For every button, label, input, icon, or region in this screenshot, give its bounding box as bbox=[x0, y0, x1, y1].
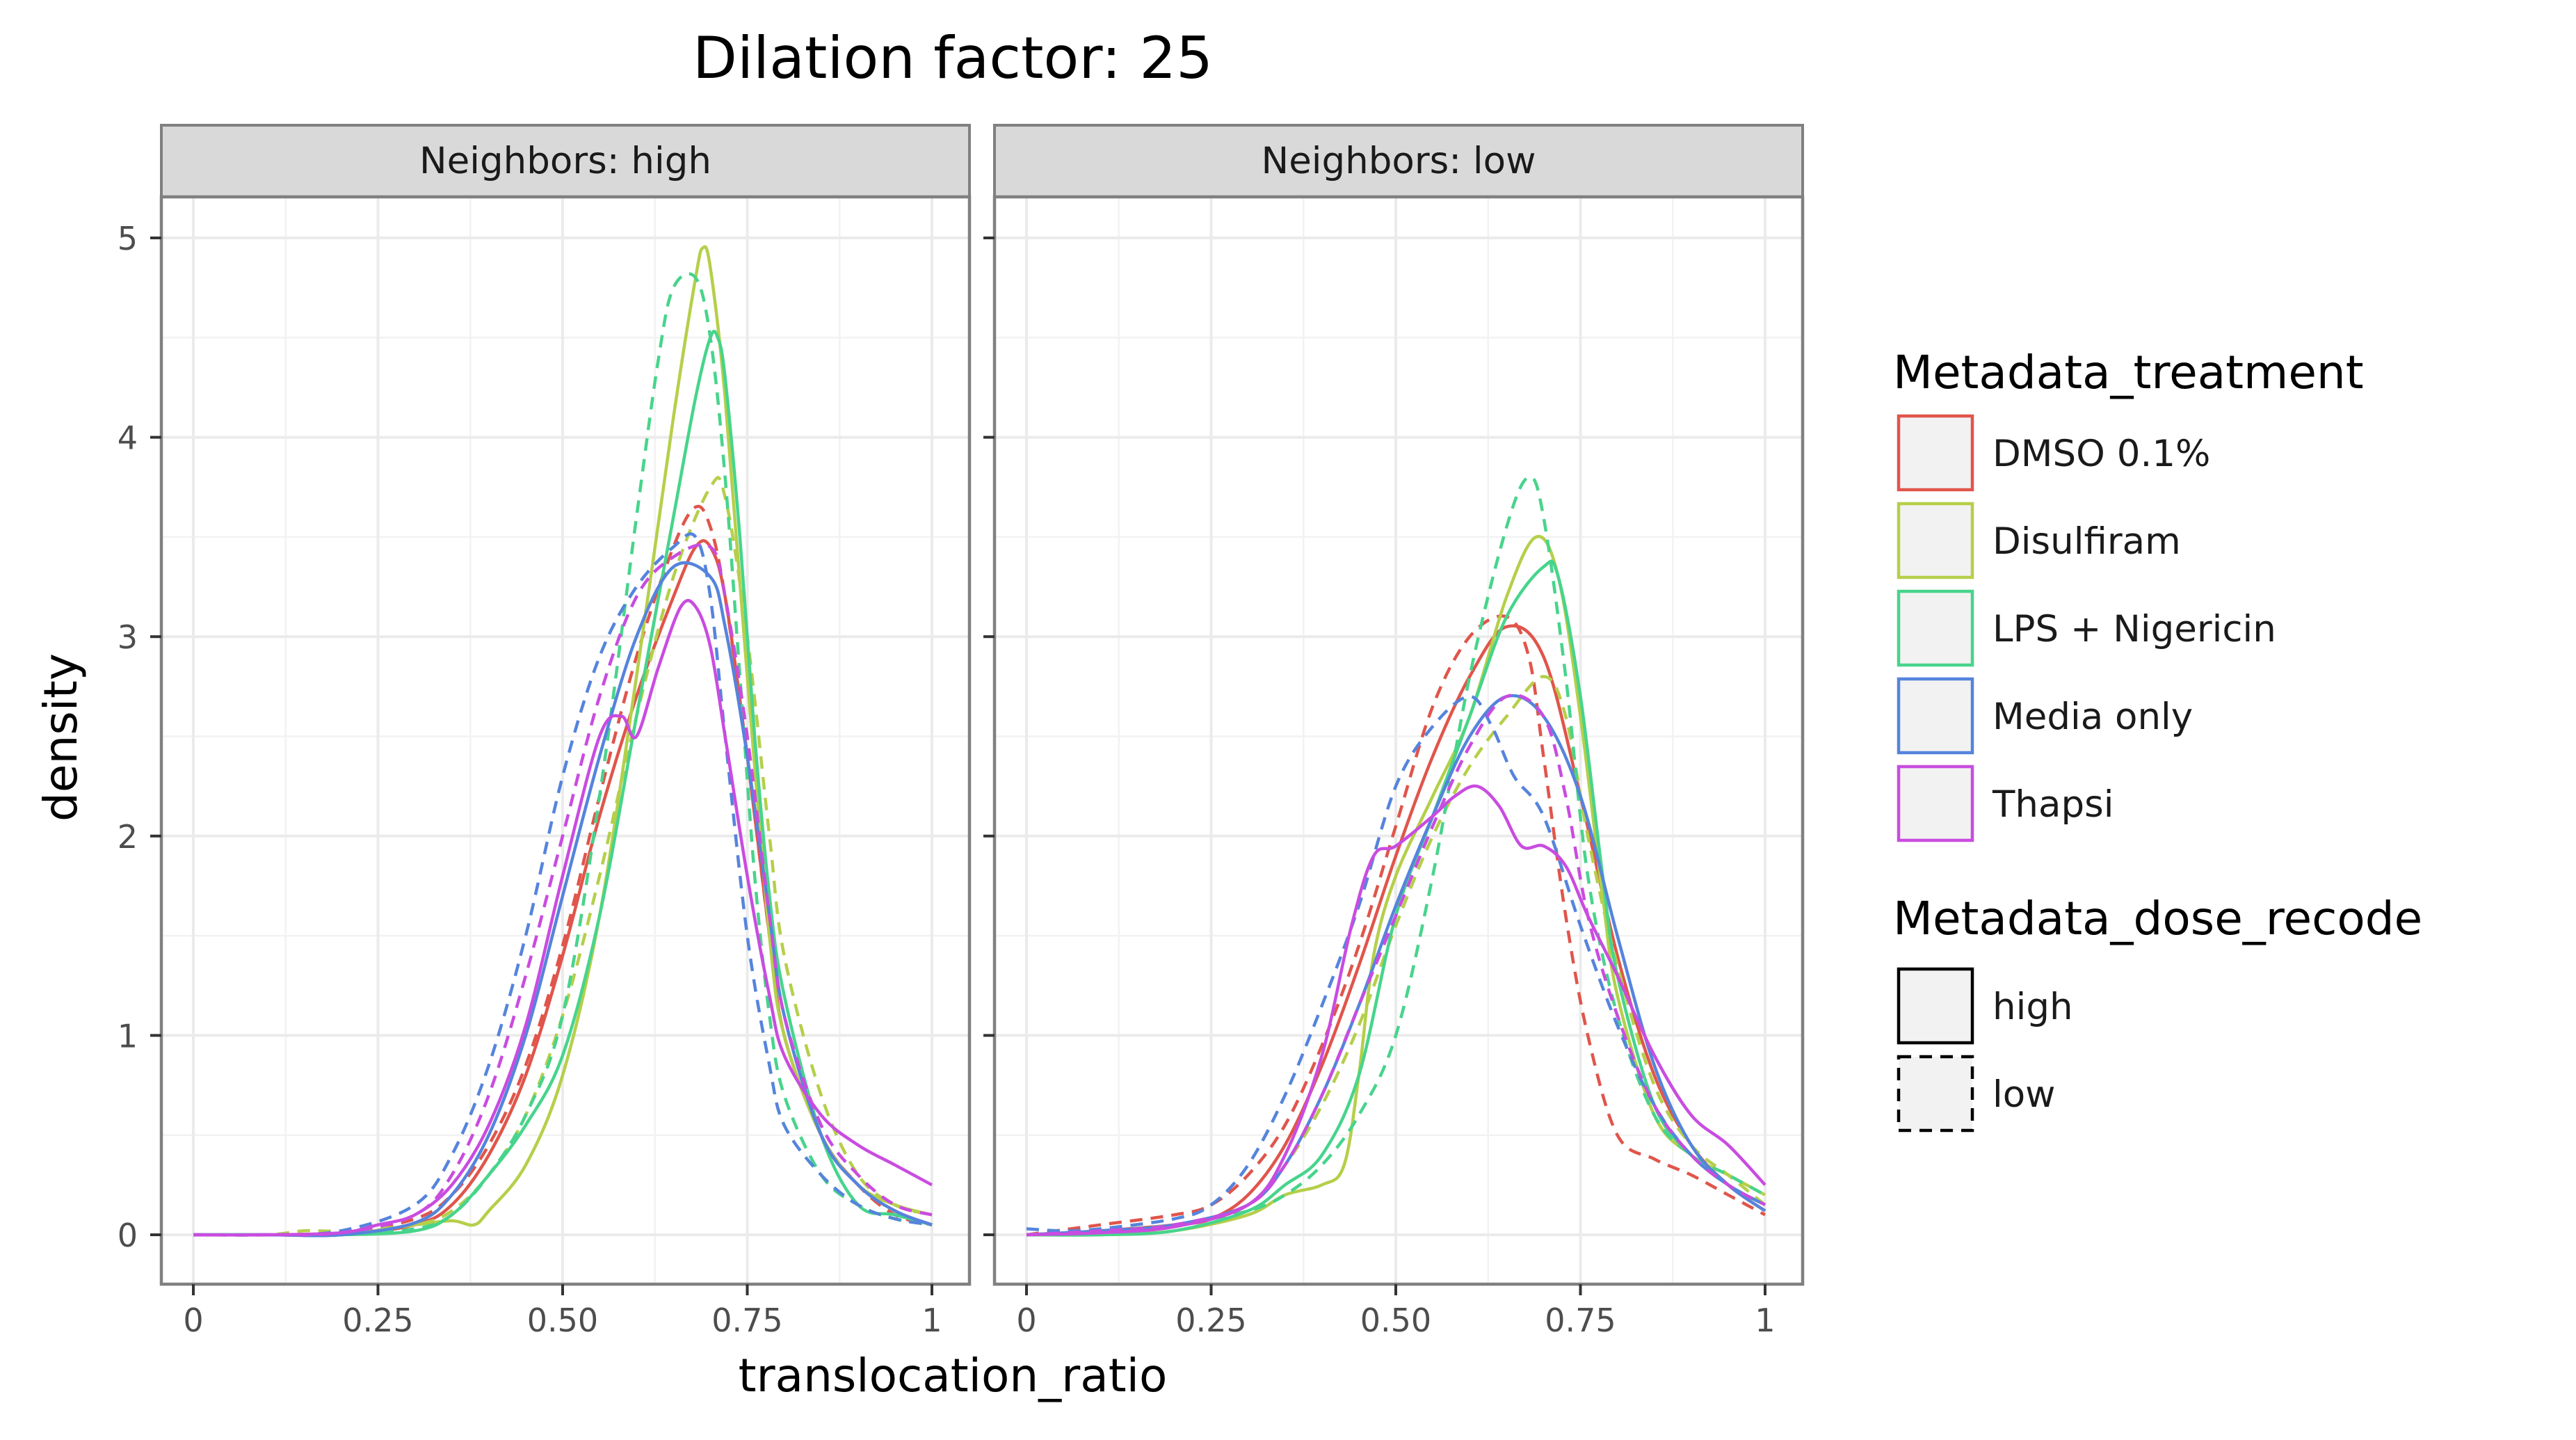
facet-strip-label: Neighbors: low bbox=[1262, 140, 1536, 182]
series-group bbox=[193, 245, 933, 1238]
x-tick-label: 0.25 bbox=[342, 1302, 413, 1339]
series-group bbox=[1026, 475, 1766, 1237]
density-line-media-only-high bbox=[193, 561, 933, 1238]
x-tick-label: 1 bbox=[1755, 1302, 1775, 1339]
y-tick-label: 1 bbox=[118, 1017, 138, 1055]
facet-strip bbox=[993, 124, 1804, 198]
x-tick-label: 0.50 bbox=[1360, 1302, 1431, 1339]
panel-neighbors-low: Neighbors: low 0 0.25 0.50 0.75 1 bbox=[983, 124, 1805, 1339]
density-line-disulfiram-low bbox=[193, 476, 933, 1237]
legend-label: Media only bbox=[1993, 696, 2193, 738]
legend-label: high bbox=[1993, 986, 2073, 1028]
legend-key bbox=[1897, 589, 1974, 667]
y-tick-label: 4 bbox=[118, 419, 138, 457]
legend-key bbox=[1897, 967, 1974, 1045]
density-line-lps-nigericin-low bbox=[1026, 475, 1766, 1237]
density-line-disulfiram-high bbox=[193, 245, 933, 1238]
legend-item-dose-low: low bbox=[1897, 1055, 2056, 1133]
legend-item-disulfiram: Disulfiram bbox=[1897, 502, 2181, 579]
chart-title: Dilation factor: 25 bbox=[693, 24, 1213, 92]
density-line-media-only-low bbox=[193, 532, 933, 1237]
legend-label: Thapsi bbox=[1992, 783, 2114, 826]
density-line-lps-nigericin-high bbox=[1026, 559, 1766, 1237]
legend-label: low bbox=[1993, 1073, 2056, 1116]
facet-strip-label: Neighbors: high bbox=[419, 140, 711, 182]
panel-background bbox=[161, 197, 969, 1284]
density-line-disulfiram-low bbox=[1026, 675, 1766, 1237]
y-tick-label: 3 bbox=[118, 618, 138, 656]
legend-key bbox=[1897, 677, 1974, 755]
panel-border bbox=[992, 195, 1805, 1286]
panel-neighbors-high: Neighbors: high 0 0.25 0.50 0.75 1 0 1 2 3 4 5 bbox=[118, 124, 972, 1339]
density-line-thapsi-low bbox=[1026, 693, 1766, 1237]
legend-label: LPS + Nigericin bbox=[1993, 608, 2276, 650]
y-axis-title: density bbox=[34, 653, 88, 822]
x-tick-label: 0.50 bbox=[527, 1302, 598, 1339]
panel-background bbox=[995, 197, 1803, 1284]
x-tick-label: 1 bbox=[921, 1302, 942, 1339]
legend-key bbox=[1897, 502, 1974, 579]
density-line-media-only-low bbox=[1026, 694, 1766, 1233]
x-tick-label: 0.75 bbox=[1545, 1302, 1616, 1339]
x-tick-label: 0.75 bbox=[711, 1302, 782, 1339]
facet-strip bbox=[160, 124, 971, 198]
legend-item-lps-nigericin: LPS + Nigericin bbox=[1897, 589, 2276, 667]
panel-border bbox=[159, 195, 972, 1286]
x-axis-title: translocation_ratio bbox=[739, 1349, 1168, 1402]
density-line-lps-nigericin-low bbox=[193, 272, 933, 1237]
density-line-dmso-0-1--low bbox=[1026, 614, 1766, 1237]
legend-label: DMSO 0.1% bbox=[1993, 433, 2210, 475]
x-tick-label: 0 bbox=[1016, 1302, 1036, 1339]
legend-key bbox=[1897, 414, 1974, 492]
legend-item-thapsi: Thapsi bbox=[1897, 765, 2114, 842]
legend-label: Disulfiram bbox=[1993, 520, 2181, 563]
legend-linetype-title: Metadata_dose_recode bbox=[1893, 892, 2422, 945]
x-tick-label: 0 bbox=[183, 1302, 203, 1339]
y-tick-label: 0 bbox=[118, 1217, 138, 1254]
y-tick-label: 2 bbox=[118, 818, 138, 856]
y-tick-label: 5 bbox=[118, 220, 138, 257]
x-tick-label: 0.25 bbox=[1175, 1302, 1246, 1339]
legend-key bbox=[1897, 1055, 1974, 1133]
legend-key bbox=[1897, 765, 1974, 842]
legend-color-title: Metadata_treatment bbox=[1893, 346, 2364, 399]
density-line-thapsi-high bbox=[193, 599, 933, 1237]
legend-item-dose-high: high bbox=[1897, 967, 2073, 1045]
legend-item-dmso-0-1-: DMSO 0.1% bbox=[1897, 414, 2210, 492]
legend: Metadata_treatment Metadata_dose_recode … bbox=[1893, 346, 2422, 1133]
density-line-thapsi-low bbox=[193, 543, 933, 1237]
legend-item-media-only: Media only bbox=[1897, 677, 2193, 755]
